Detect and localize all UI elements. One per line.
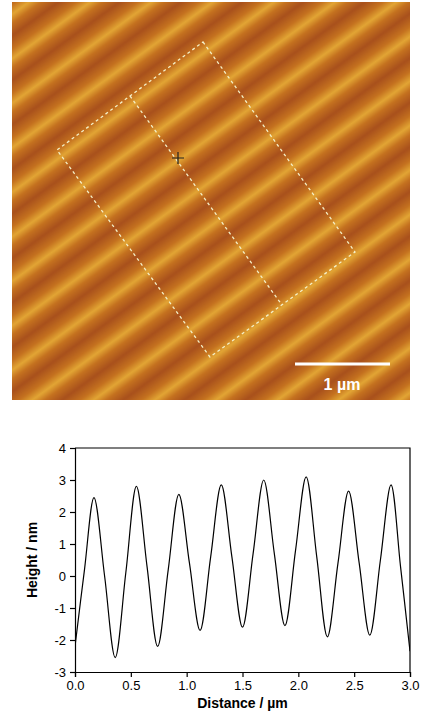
y-tick-mark	[70, 448, 75, 449]
height-profile	[75, 477, 410, 658]
x-tick-mark	[242, 672, 243, 677]
x-tick-label: 3.0	[401, 678, 419, 693]
y-tick-mark	[70, 480, 75, 481]
x-axis-line	[76, 673, 411, 678]
y-tick: 1	[59, 537, 75, 552]
x-tick-label: 0.0	[66, 678, 84, 693]
x-tick-mark	[187, 672, 188, 677]
x-tick-mark	[131, 672, 132, 677]
x-tick-label: 1.5	[234, 678, 252, 693]
x-tick: 2.5	[346, 672, 364, 693]
y-tick-label: 3	[59, 473, 66, 488]
y-tick-label: 2	[59, 505, 66, 520]
x-tick: 0.0	[66, 672, 84, 693]
y-tick-mark	[70, 512, 75, 513]
y-tick: -1	[54, 601, 75, 616]
y-tick: 4	[59, 441, 75, 456]
profile-line	[130, 96, 282, 305]
x-tick: 1.5	[234, 672, 252, 693]
plot-area	[75, 477, 410, 658]
y-tick-label: -2	[54, 633, 66, 648]
y-tick: -2	[54, 633, 75, 648]
y-axis: -3 -2 -1 0 1 2 3 4	[54, 441, 75, 680]
y-tick-mark	[70, 544, 75, 545]
x-tick-label: 1.0	[178, 678, 196, 693]
x-tick: 0.5	[122, 672, 140, 693]
y-tick: 2	[59, 505, 75, 520]
plot-frame	[75, 448, 410, 672]
afm-image: 1 µm	[12, 2, 410, 400]
y-tick: -3	[54, 665, 75, 680]
y-tick-label: -3	[54, 665, 66, 680]
x-tick-label: 2.5	[346, 678, 364, 693]
x-tick: 2.0	[290, 672, 308, 693]
x-tick-mark	[298, 672, 299, 677]
scale-bar	[295, 363, 390, 366]
y-tick-label: 1	[59, 537, 66, 552]
y-tick-label: -1	[54, 601, 66, 616]
scale-bar-label: 1 µm	[324, 376, 361, 393]
y-tick-label: 4	[59, 441, 66, 456]
crosshair	[172, 152, 184, 164]
x-tick: 3.0	[401, 672, 419, 693]
y-tick-mark	[70, 640, 75, 641]
figure: 1 µm 0.0 0.5 1.0 1.5 2.0 2.5 3.0 -3 -2 -1 0 1 2 3 4 Dist…	[0, 0, 422, 717]
y-axis-title: Height / nm	[24, 522, 40, 598]
y-tick-mark	[70, 576, 75, 577]
y-tick-label: 0	[59, 569, 66, 584]
y-tick: 3	[59, 473, 75, 488]
y-tick: 0	[59, 569, 75, 584]
x-tick-mark	[354, 672, 355, 677]
x-tick-mark	[410, 672, 411, 677]
y-axis-line	[70, 449, 76, 673]
y-tick-mark	[70, 672, 75, 673]
afm-surface	[12, 2, 410, 400]
x-tick: 1.0	[178, 672, 196, 693]
x-tick-label: 2.0	[290, 678, 308, 693]
profile-region	[57, 42, 355, 357]
x-axis-title: Distance / µm	[197, 695, 288, 711]
y-tick-mark	[70, 608, 75, 609]
x-tick-label: 0.5	[122, 678, 140, 693]
x-axis: 0.0 0.5 1.0 1.5 2.0 2.5 3.0	[66, 672, 419, 693]
